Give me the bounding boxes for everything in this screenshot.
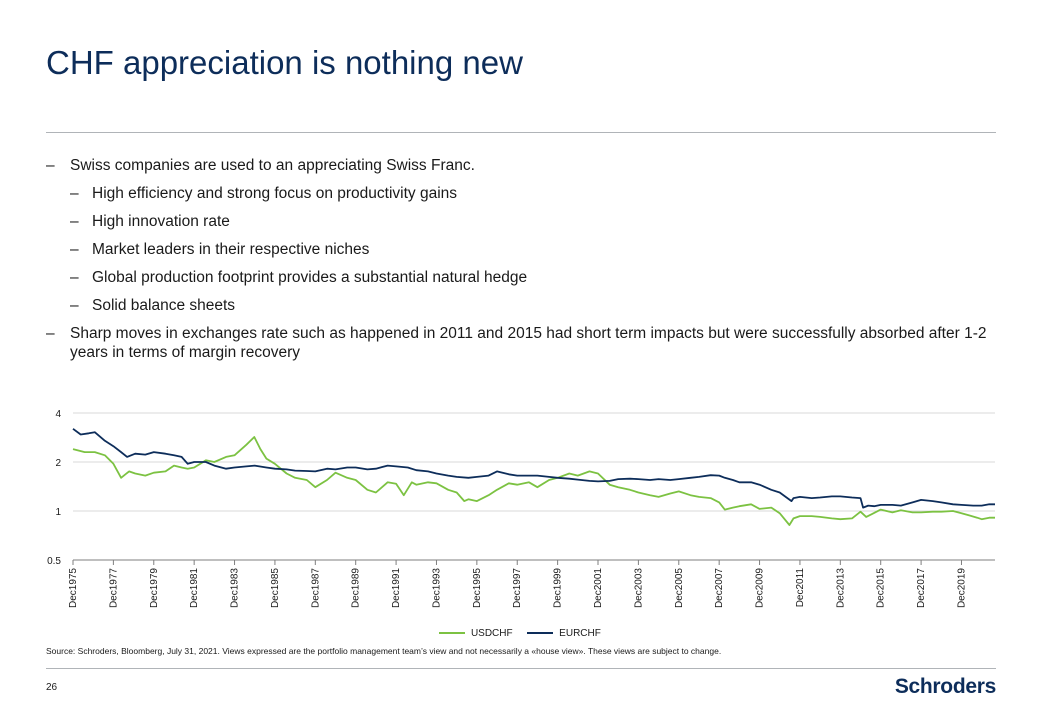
- sub-bullet-dash: –: [70, 213, 79, 230]
- x-tick-label: Dec1979: [149, 568, 160, 608]
- x-tick-label: Dec1985: [270, 568, 281, 608]
- x-tick-label: Dec2005: [674, 568, 685, 608]
- x-tick-label: Dec1983: [230, 568, 241, 608]
- bullet-dash: –: [46, 325, 55, 342]
- page-number: 26: [46, 682, 58, 693]
- sub-bullet-2: – High innovation rate: [46, 212, 996, 231]
- x-tick-label: Dec1999: [553, 568, 564, 608]
- x-tick-label: Dec1981: [189, 568, 200, 608]
- legend-item-usdchf: USDCHF: [439, 628, 513, 639]
- sub-bullet-text: Market leaders in their respective niche…: [92, 241, 370, 258]
- sub-bullet-3: – Market leaders in their respective nic…: [46, 240, 996, 259]
- slide-title: CHF appreciation is nothing new: [46, 44, 523, 81]
- x-tick-label: Dec2003: [633, 568, 644, 608]
- sub-bullet-text: Global production footprint provides a s…: [92, 269, 528, 286]
- series-line-usdchf: [72, 436, 995, 526]
- source-note: Source: Schroders, Bloomberg, July 31, 2…: [46, 646, 722, 656]
- y-tick-label: 1: [55, 507, 61, 518]
- x-tick-label: Dec2013: [835, 568, 846, 608]
- series-line-eurchf: [72, 428, 995, 509]
- legend-swatch-usdchf: [439, 632, 466, 635]
- y-tick-label: 2: [55, 458, 61, 469]
- fx-line-chart: 0.5 1 2 4 Dec1975 Dec1977 Dec1979 Dec1981 Dec198…: [47, 409, 995, 608]
- sub-bullet-text: High efficiency and strong focus on prod…: [92, 185, 458, 202]
- x-tick-label: Dec2001: [593, 568, 604, 608]
- x-tick-label: Dec1987: [310, 568, 321, 608]
- x-tick-label: Dec2015: [876, 568, 887, 608]
- y-tick-label: 0.5: [47, 556, 61, 567]
- legend-label-usdchf: USDCHF: [470, 628, 513, 639]
- legend-swatch-eurchf: [527, 632, 554, 635]
- x-tick-label: Dec1993: [431, 568, 442, 608]
- sub-bullet-text: Solid balance sheets: [92, 297, 236, 314]
- x-tick-label: Dec2011: [795, 568, 806, 608]
- x-tick-label: Dec2019: [956, 568, 967, 608]
- bullet-list: – Swiss companies are used to an appreci…: [46, 156, 996, 371]
- x-tick-label: Dec1995: [472, 568, 483, 608]
- sub-bullet-dash: –: [70, 269, 79, 286]
- sub-bullet-dash: –: [70, 297, 79, 314]
- schroders-logo: Schroders: [894, 675, 996, 698]
- bullet-2: – Sharp moves in exchanges rate such as …: [46, 324, 996, 362]
- x-tick-label: Dec1977: [108, 568, 119, 608]
- sub-bullet-4: – Global production footprint provides a…: [46, 268, 996, 287]
- title-divider: [46, 132, 996, 133]
- bullet-1: – Swiss companies are used to an appreci…: [46, 156, 996, 175]
- x-tick-label: Dec1991: [391, 568, 402, 608]
- x-tick-label: Dec2017: [916, 568, 927, 608]
- y-tick-label: 4: [55, 409, 61, 420]
- chart-legend: USDCHF EURCHF: [0, 628, 1040, 639]
- x-tick-label: Dec1989: [351, 568, 362, 608]
- legend-label-eurchf: EURCHF: [559, 628, 601, 639]
- bullet-2-text: Sharp moves in exchanges rate such as ha…: [70, 325, 987, 361]
- bullet-1-text: Swiss companies are used to an appreciat…: [70, 157, 475, 174]
- x-tick-label: Dec2009: [755, 568, 766, 608]
- x-tick-label: Dec2007: [714, 568, 725, 608]
- bullet-dash: –: [46, 157, 55, 174]
- footer-divider: [46, 668, 996, 669]
- sub-bullet-5: – Solid balance sheets: [46, 296, 996, 315]
- x-tick-label: Dec1975: [68, 568, 79, 608]
- sub-bullet-dash: –: [70, 185, 79, 202]
- sub-bullet-text: High innovation rate: [92, 213, 230, 230]
- sub-bullet-1: – High efficiency and strong focus on pr…: [46, 184, 996, 203]
- x-tick-label: Dec1997: [512, 568, 523, 608]
- sub-bullet-dash: –: [70, 241, 79, 258]
- legend-item-eurchf: EURCHF: [527, 628, 601, 639]
